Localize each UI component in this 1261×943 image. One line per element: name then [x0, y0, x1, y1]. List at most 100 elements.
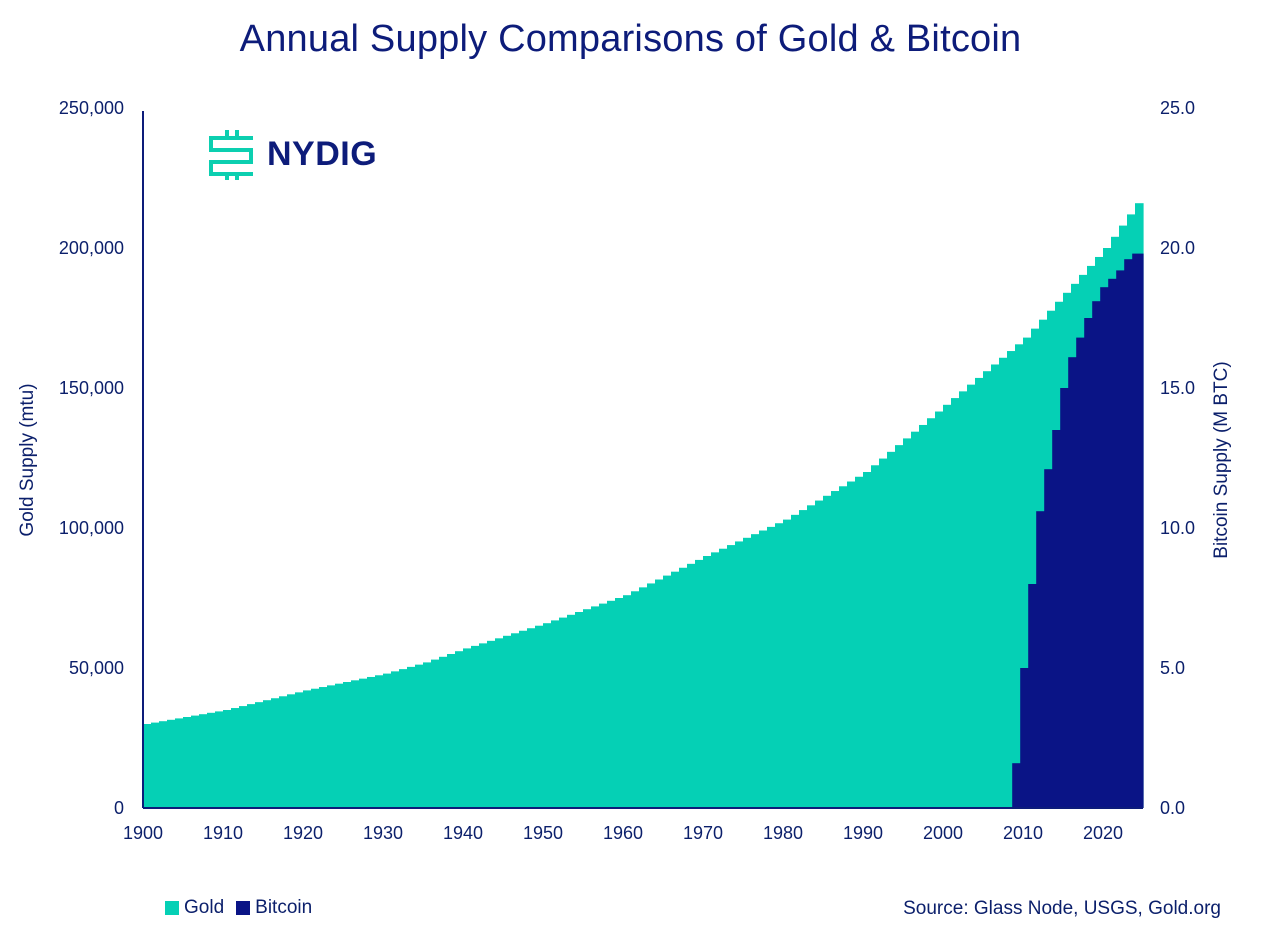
gold-bar-2006 [991, 364, 1000, 808]
gold-bar-1990 [863, 472, 872, 808]
x-tick-label: 1990 [843, 823, 883, 843]
x-tick-labels: 1900 1910 1920 1930 1940 1950 1960 1970 1980 1990… [123, 823, 1123, 843]
gold-bar-1968 [687, 563, 696, 808]
gold-bar-1987 [839, 486, 848, 808]
gold-bar-1917 [279, 696, 288, 808]
gold-bar-2010 [1023, 337, 1032, 808]
gold-bar-1945 [503, 635, 512, 808]
gold-bar-1946 [511, 633, 520, 808]
gold-bar-1989 [855, 476, 864, 808]
gold-bar-1967 [679, 567, 688, 808]
gold-bar-1910 [223, 710, 232, 808]
gold-bar-1955 [583, 609, 592, 808]
gold-bar-1961 [631, 591, 640, 808]
gold-bar-1912 [239, 706, 248, 808]
left-tick-labels: 0 50,000 100,000 150,000 200,000 250,000 [59, 98, 124, 818]
left-tick-label: 50,000 [69, 658, 124, 678]
gold-bar-2004 [975, 377, 984, 808]
gold-bar-1998 [927, 418, 936, 808]
x-tick-label: 1900 [123, 823, 163, 843]
gold-bar-1905 [183, 717, 192, 808]
gold-bar-1921 [311, 688, 320, 808]
x-tick-label: 1950 [523, 823, 563, 843]
gold-bar-1907 [199, 714, 208, 808]
gold-bar-1999 [935, 411, 944, 808]
bitcoin-bar-2011 [1028, 584, 1040, 808]
gold-bar-1940 [463, 648, 472, 808]
gold-bar-1909 [215, 711, 224, 808]
gold-bar-1980 [783, 519, 792, 808]
gold-bar-1925 [343, 682, 352, 808]
bitcoin-bar-2010 [1020, 668, 1032, 808]
gold-bar-1984 [815, 500, 824, 808]
right-tick-labels: 0.0 5.0 10.0 15.0 20.0 25.0 [1160, 98, 1195, 818]
x-tick-label: 2000 [923, 823, 963, 843]
bitcoin-bar-2019 [1092, 301, 1104, 808]
gold-bar-1903 [167, 719, 176, 808]
gold-bar-1926 [351, 680, 360, 808]
gold-bar-1935 [423, 662, 432, 808]
gold-bar-2005 [983, 371, 992, 808]
gold-bar-1951 [551, 620, 560, 808]
x-tick-label: 1910 [203, 823, 243, 843]
source-note: Source: Glass Node, USGS, Gold.org [903, 898, 1221, 919]
gold-bar-1916 [271, 698, 280, 808]
bars-layer [143, 203, 1144, 809]
gold-bar-1965 [663, 575, 672, 808]
gold-bar-1963 [647, 583, 656, 808]
gold-bar-1975 [743, 537, 752, 808]
gold-bar-1978 [767, 526, 776, 808]
bitcoin-bar-2015 [1060, 388, 1072, 808]
gold-bar-1944 [495, 638, 504, 808]
left-tick-label: 200,000 [59, 238, 124, 258]
gold-bar-1934 [415, 664, 424, 808]
legend-item-gold: Gold [165, 897, 224, 919]
chart-title: Annual Supply Comparisons of Gold & Bitc… [239, 18, 1022, 60]
gold-bar-1995 [903, 438, 912, 808]
gold-bar-2007 [999, 357, 1008, 808]
gold-bar-1972 [719, 548, 728, 808]
gold-bar-1900 [143, 724, 152, 808]
legend-swatch-gold [165, 901, 179, 915]
gold-bar-1904 [175, 718, 184, 808]
bitcoin-bar-2016 [1068, 357, 1080, 808]
bitcoin-bar-2023 [1124, 259, 1136, 808]
gold-bar-1949 [535, 625, 544, 808]
gold-bar-1908 [207, 712, 216, 808]
gold-bar-1933 [407, 666, 416, 808]
gold-bar-1992 [879, 458, 888, 808]
gold-bar-1962 [639, 587, 648, 808]
gold-bar-1947 [519, 630, 528, 808]
gold-bar-1988 [847, 481, 856, 808]
gold-bar-1931 [391, 671, 400, 808]
logo-text: NYDIG [267, 134, 378, 173]
gold-bar-1994 [895, 445, 904, 808]
gold-bar-1983 [807, 505, 816, 808]
gold-bar-1918 [287, 694, 296, 808]
gold-bar-1901 [151, 722, 160, 808]
right-axis-title: Bitcoin Supply (M BTC) [1211, 361, 1232, 558]
x-tick-label: 1930 [363, 823, 403, 843]
gold-bar-1966 [671, 571, 680, 808]
gold-bar-1971 [711, 552, 720, 808]
legend-swatch-bitcoin [236, 901, 251, 915]
gold-bar-2002 [959, 391, 968, 808]
gold-bar-2009 [1015, 344, 1024, 808]
bitcoin-bar-2014 [1052, 430, 1064, 808]
gold-bar-1974 [735, 541, 744, 808]
x-tick-label: 1970 [683, 823, 723, 843]
x-tick-label: 1940 [443, 823, 483, 843]
gold-bar-1953 [567, 614, 576, 808]
x-tick-label: 1920 [283, 823, 323, 843]
gold-bar-2003 [967, 384, 976, 808]
right-tick-label: 20.0 [1160, 238, 1195, 258]
x-tick-label: 2010 [1003, 823, 1043, 843]
gold-bar-1939 [455, 651, 464, 808]
right-tick-label: 15.0 [1160, 378, 1195, 398]
gold-bar-1982 [799, 510, 808, 808]
gold-bar-1979 [775, 523, 784, 808]
bitcoin-bar-2020 [1100, 287, 1112, 808]
gold-bar-1920 [303, 690, 312, 808]
legend-label-bitcoin: Bitcoin [255, 897, 313, 918]
